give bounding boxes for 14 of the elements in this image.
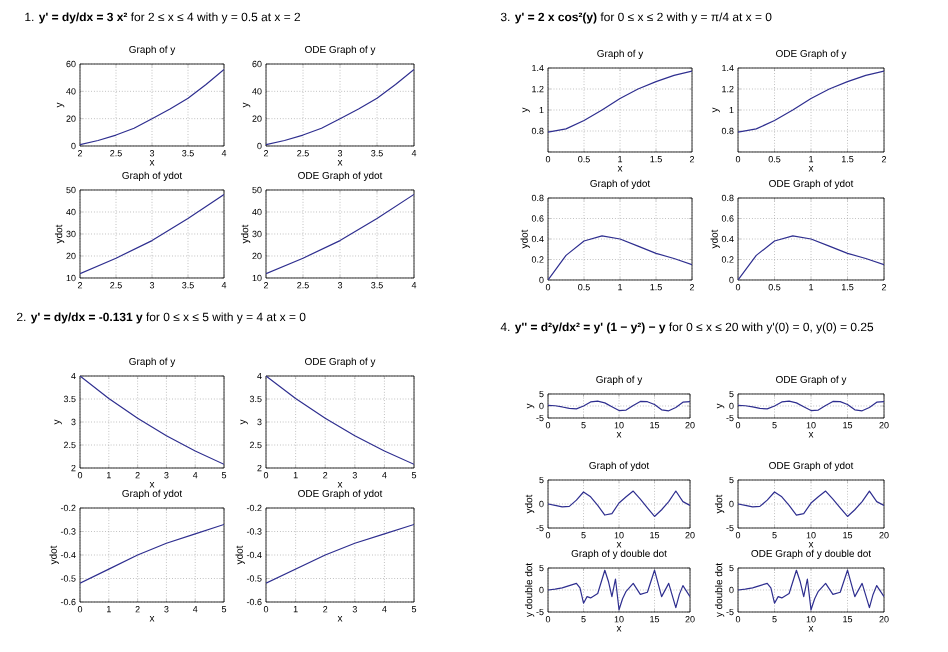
line-series bbox=[80, 193, 225, 275]
line-series bbox=[80, 523, 225, 584]
line-series bbox=[738, 569, 885, 611]
line-series bbox=[266, 68, 415, 146]
line-series bbox=[738, 235, 885, 280]
line-series bbox=[548, 490, 691, 518]
line-series bbox=[80, 376, 225, 465]
line-series bbox=[738, 70, 885, 133]
line-series bbox=[80, 68, 225, 146]
line-series bbox=[738, 490, 885, 518]
line-series bbox=[266, 376, 415, 465]
line-series bbox=[548, 70, 693, 133]
line-series bbox=[548, 235, 693, 280]
line-series bbox=[266, 193, 415, 275]
